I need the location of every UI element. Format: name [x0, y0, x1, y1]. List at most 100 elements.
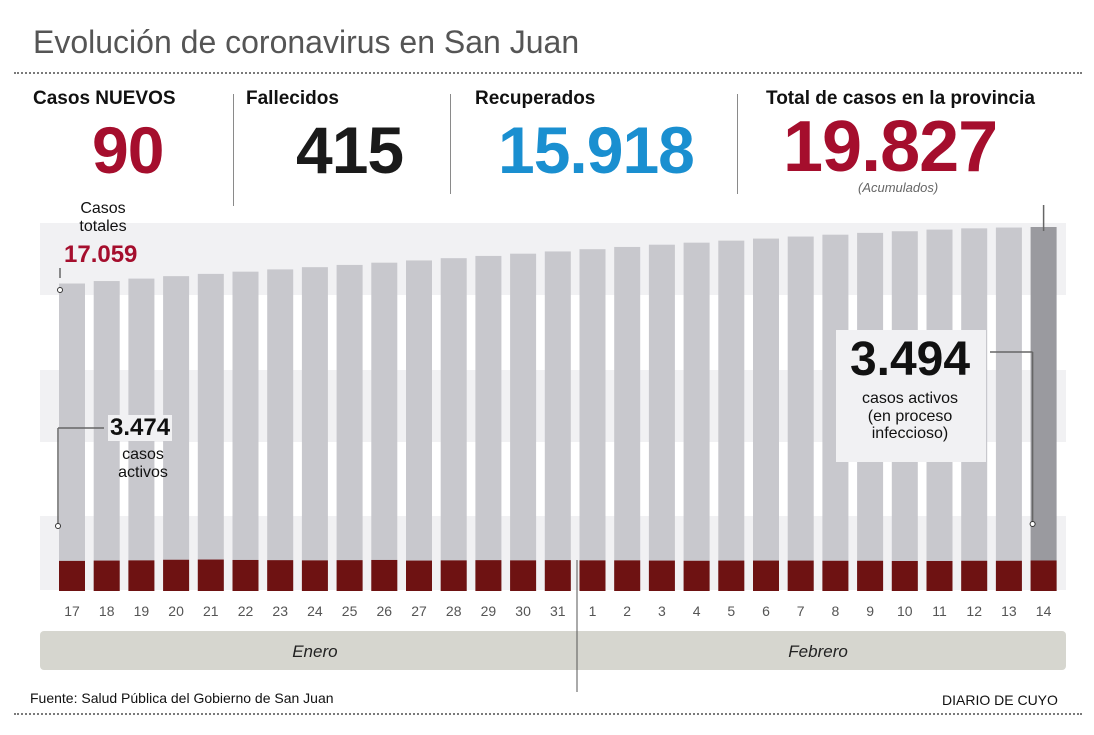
top-divider — [14, 72, 1082, 74]
start-active-value: 3.474 — [108, 414, 173, 442]
x-tick-label: 20 — [168, 603, 184, 619]
start-total-label-1: Casos — [80, 200, 126, 217]
x-tick-label: 13 — [1001, 603, 1017, 619]
start-active-label-2: activos — [118, 463, 168, 481]
active-bar — [822, 560, 849, 591]
total-bar — [371, 262, 398, 591]
end-active-caption: casos activos (en proceso infeccioso) — [840, 390, 980, 443]
active-bar — [440, 560, 467, 591]
active-bar — [926, 560, 953, 591]
start-active-dot — [55, 523, 61, 529]
x-tick-label: 7 — [797, 603, 805, 619]
month-label: Enero — [292, 642, 337, 661]
page-title: Evolución de coronavirus en San Juan — [33, 24, 580, 60]
active-bar — [891, 560, 918, 591]
active-bar — [336, 560, 363, 591]
active-bar — [995, 560, 1022, 591]
divider-3 — [737, 94, 738, 194]
total-bar — [544, 251, 571, 591]
active-bar — [475, 560, 502, 591]
x-tick-label: 26 — [377, 603, 393, 619]
recovered-label: Recuperados — [475, 88, 596, 109]
start-total-value: 17.059 — [64, 241, 138, 268]
leader-lines — [55, 205, 1045, 529]
x-tick-label: 12 — [966, 603, 982, 619]
active-bar — [197, 559, 224, 591]
x-tick-label: 5 — [727, 603, 735, 619]
total-bar — [59, 283, 85, 591]
x-tick-label: 8 — [832, 603, 840, 619]
active-bar — [961, 560, 988, 591]
end-active-value: 3.494 — [849, 333, 971, 386]
x-tick-label: 27 — [411, 603, 427, 619]
start-total-dot — [57, 287, 63, 293]
active-bar — [579, 560, 606, 591]
x-tick-label: 29 — [481, 603, 497, 619]
x-tick-label: 25 — [342, 603, 358, 619]
total-bar — [301, 267, 328, 591]
active-bar — [128, 560, 155, 591]
active-bar — [648, 560, 675, 591]
total-bar — [683, 242, 710, 592]
new-cases-label: Casos NUEVOS — [33, 88, 176, 109]
total-bar — [648, 244, 675, 591]
source-note: Fuente: Salud Pública del Gobierno de Sa… — [30, 690, 334, 706]
x-tick-label: 30 — [515, 603, 531, 619]
total-bar — [336, 264, 363, 591]
end-active-box — [836, 330, 986, 462]
end-active-label-3: infeccioso) — [871, 425, 949, 443]
x-tick-label: 18 — [99, 603, 115, 619]
x-tick-label: 23 — [272, 603, 288, 619]
deaths-label: Fallecidos — [246, 88, 339, 109]
x-tick-label: 19 — [134, 603, 150, 619]
total-bar — [614, 246, 641, 591]
x-tick-label: 1 — [589, 603, 597, 619]
x-tick-label: 2 — [623, 603, 631, 619]
x-tick-label: 6 — [762, 603, 770, 619]
active-bar — [267, 560, 294, 591]
active-bar — [857, 560, 884, 591]
start-active-caption: casos activos — [100, 446, 186, 481]
month-label: Febrero — [788, 642, 848, 661]
bottom-divider — [14, 713, 1082, 715]
end-active-dot — [1029, 521, 1036, 527]
active-bar — [683, 560, 710, 591]
month-band — [40, 631, 1066, 670]
deaths-value: 415 — [296, 113, 404, 187]
month-labels: Enero Febrero — [292, 642, 848, 661]
start-active-label-1: casos — [122, 446, 164, 463]
x-tick-label: 24 — [307, 603, 323, 619]
total-bar — [475, 255, 502, 591]
total-value: 19.827 — [783, 107, 998, 187]
active-bar — [371, 559, 398, 591]
active-bar — [59, 560, 85, 591]
x-tick-label: 11 — [932, 603, 947, 619]
x-tick-label: 22 — [238, 603, 254, 619]
x-tick-label: 21 — [203, 603, 219, 619]
x-tick-labels: 17 18 19 20 21 22 23 24 25 26 27 28 29 30 31 1 2 3 4 5 6 7 8 9 1… — [64, 603, 1051, 619]
total-bar — [787, 236, 814, 591]
active-bar — [406, 560, 432, 591]
bar-group — [59, 227, 1057, 592]
start-total-note: Casos totales — [68, 200, 138, 235]
end-active-label-1: casos activos — [861, 390, 959, 407]
active-bar — [614, 560, 641, 591]
total-label: Total de casos en la provincia — [766, 88, 1035, 109]
total-bar — [753, 238, 779, 591]
active-bar — [510, 560, 537, 591]
total-bar — [267, 269, 294, 591]
active-bar — [718, 560, 745, 591]
total-bar — [718, 240, 745, 591]
total-bar — [510, 253, 537, 591]
total-bar — [440, 258, 467, 591]
x-tick-label: 28 — [446, 603, 462, 619]
x-tick-label: 9 — [866, 603, 874, 619]
x-tick-label: 31 — [550, 603, 566, 619]
x-tick-label: 3 — [658, 603, 666, 619]
divider-1 — [233, 94, 234, 206]
x-tick-label: 10 — [897, 603, 913, 619]
active-bar — [787, 560, 814, 591]
total-bar — [197, 273, 224, 591]
total-bar — [579, 249, 606, 591]
recovered-value: 15.918 — [498, 113, 695, 187]
